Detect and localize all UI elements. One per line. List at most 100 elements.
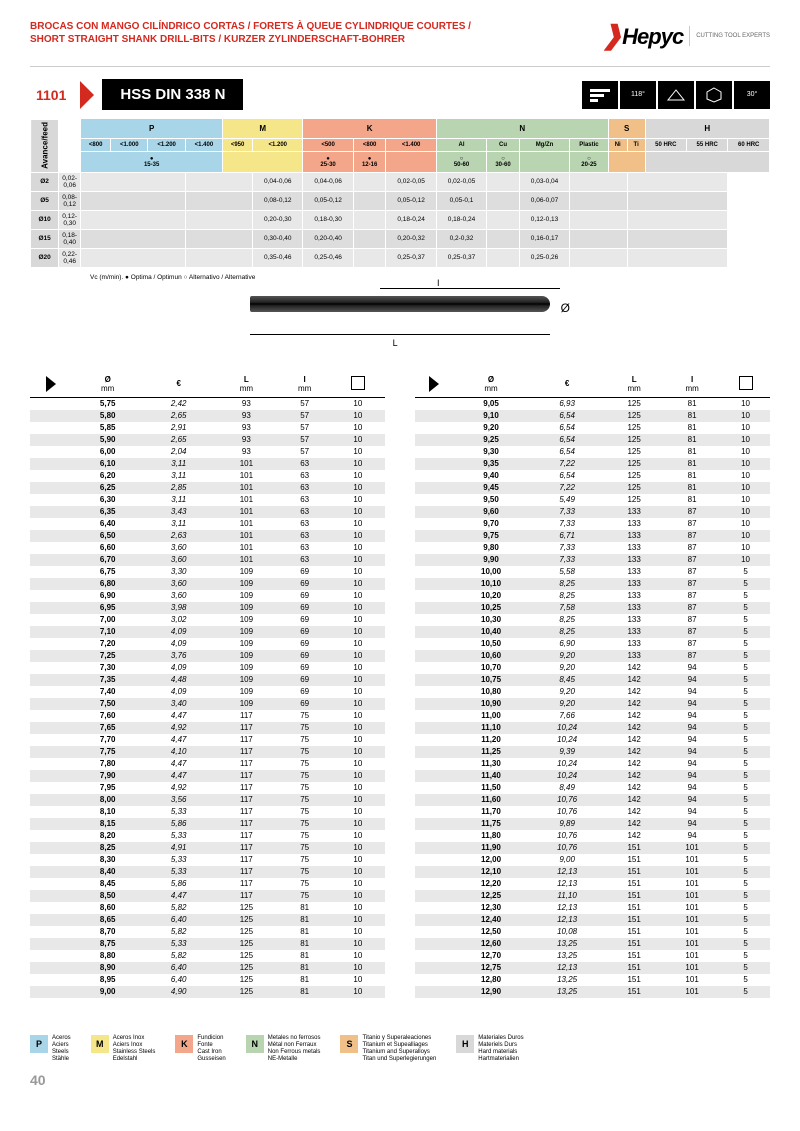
product-code: 1101 [30,83,72,107]
table-row: 6,703,601016310 [30,554,385,566]
table-row: 10,005,58133875 [415,566,770,578]
table-row: 11,259,39142945 [415,746,770,758]
table-row: 9,807,331338710 [415,542,770,554]
material-table: Avance/feed P M K N S H <800<1.000<1.200… [30,118,770,268]
table-row: 9,206,541258110 [415,422,770,434]
table-row: 7,253,761096910 [30,650,385,662]
bar-icon [582,81,618,109]
table-row: 9,106,541258110 [415,410,770,422]
table-row: 7,354,481096910 [30,674,385,686]
table-row: 12,1012,131511015 [415,866,770,878]
table-row: 10,208,25133875 [415,590,770,602]
legend-item: STitanio y SuperaleacionesTitanium et Su… [340,1035,436,1064]
table-row: 8,455,861177510 [30,878,385,890]
table-row: 5,752,42935710 [30,397,385,410]
drill-diagram: I Ø L [30,296,770,351]
table-row: 6,002,04935710 [30,446,385,458]
table-row: 6,403,111016310 [30,518,385,530]
table-row: 8,003,561177510 [30,794,385,806]
table-row: 11,6010,76142945 [415,794,770,806]
table-row: 6,603,601016310 [30,542,385,554]
legend: PAcerosAciersSteelsStähleMAceros InoxAci… [30,1023,770,1064]
table-row: 7,003,021096910 [30,614,385,626]
table-row: 10,909,20142945 [415,698,770,710]
table-row: 12,2511,101511015 [415,890,770,902]
table-row: 6,353,431016310 [30,506,385,518]
table-row: 8,254,911177510 [30,842,385,854]
table-row: 6,753,301096910 [30,566,385,578]
data-table-right: Ømm € Lmm Imm 9,056,9312581109,106,54125… [415,371,770,998]
table-row: 9,056,931258110 [415,397,770,410]
table-row: 8,805,821258110 [30,950,385,962]
table-row: 12,7013,251511015 [415,950,770,962]
table-row: 12,6013,251511015 [415,938,770,950]
table-row: 8,504,471177510 [30,890,385,902]
feed-label: Avance/feed [31,119,59,173]
table-row: 5,902,65935710 [30,434,385,446]
table-row: 9,357,221258110 [415,458,770,470]
table-row: 6,203,111016310 [30,470,385,482]
table-row: 8,605,821258110 [30,902,385,914]
table-row: 12,8013,251511015 [415,974,770,986]
title-block: BROCAS CON MANGO CILÍNDRICO CORTAS / FOR… [30,20,471,46]
table-row: 7,104,091096910 [30,626,385,638]
table-row: 7,904,471177510 [30,770,385,782]
cube-icon [696,81,732,109]
legend-item: HMateriales DurosMateriels DursHard mate… [456,1035,523,1064]
table-row: 9,707,331338710 [415,518,770,530]
product-bar: 1101 HSS DIN 338 N 118° 30° [30,79,770,110]
table-row: 7,304,091096910 [30,662,385,674]
legend-item: NMetales no ferrososMétal non FerrauxNon… [246,1035,321,1064]
table-row: 11,508,49142945 [415,782,770,794]
data-tables: Ømm € Lmm Imm 5,752,429357105,802,659357… [30,371,770,998]
table-row: 9,607,331338710 [415,506,770,518]
table-row: 7,954,921177510 [30,782,385,794]
table-row: 8,956,401258110 [30,974,385,986]
table-row: 8,405,331177510 [30,866,385,878]
table-row: 11,759,89142945 [415,818,770,830]
table-row: 10,506,90133875 [415,638,770,650]
table-row: 12,4012,131511015 [415,914,770,926]
table-row: 10,257,58133875 [415,602,770,614]
table-row: 6,953,981096910 [30,602,385,614]
table-row: 12,9013,251511015 [415,986,770,998]
table-row: 9,256,541258110 [415,434,770,446]
data-table-left: Ømm € Lmm Imm 5,752,429357105,802,659357… [30,371,385,998]
table-row: 7,604,471177510 [30,710,385,722]
table-row: 7,654,921177510 [30,722,385,734]
table-row: 10,609,20133875 [415,650,770,662]
table-row: 7,754,101177510 [30,746,385,758]
table-row: 8,906,401258110 [30,962,385,974]
table-row: 5,802,65935710 [30,410,385,422]
table-row: 6,803,601096910 [30,578,385,590]
table-row: 10,408,25133875 [415,626,770,638]
angle-118-icon: 118° [620,81,656,109]
legend-item: MAceros InoxAciers InoxStainless SteelsE… [91,1035,156,1064]
table-row: 12,7512,131511015 [415,962,770,974]
table-row: 9,004,901258110 [30,986,385,998]
title-line2: SHORT STRAIGHT SHANK DRILL-BITS / KURZER… [30,33,471,46]
table-row: 10,758,45142945 [415,674,770,686]
table-row: 5,852,91935710 [30,422,385,434]
angle-30-icon: 30° [734,81,770,109]
table-row: 7,404,091096910 [30,686,385,698]
brand-block: ❱Hepyc CUTTING TOOL EXPERTS [601,20,770,51]
table-row: 6,252,851016310 [30,482,385,494]
table-row: 8,305,331177510 [30,854,385,866]
table-row: 6,903,601096910 [30,590,385,602]
table-row: 12,2012,131511015 [415,878,770,890]
table-row: 6,303,111016310 [30,494,385,506]
table-row: 7,503,401096910 [30,698,385,710]
table-row: 7,204,091096910 [30,638,385,650]
vc-note: Vc (m/min). ● Optima / Optimun ○ Alterna… [90,274,770,281]
table-row: 11,1010,24142945 [415,722,770,734]
page-number: 40 [30,1072,770,1088]
table-row: 11,8010,76142945 [415,830,770,842]
brand-logo: ❱Hepyc [601,20,683,51]
table-row: 10,709,20142945 [415,662,770,674]
table-row: 6,103,111016310 [30,458,385,470]
title-line1: BROCAS CON MANGO CILÍNDRICO CORTAS / FOR… [30,20,471,33]
legend-item: KFundicionFonteCast IronGusseisen [175,1035,225,1064]
table-row: 10,108,25133875 [415,578,770,590]
table-row: 11,3010,24142945 [415,758,770,770]
